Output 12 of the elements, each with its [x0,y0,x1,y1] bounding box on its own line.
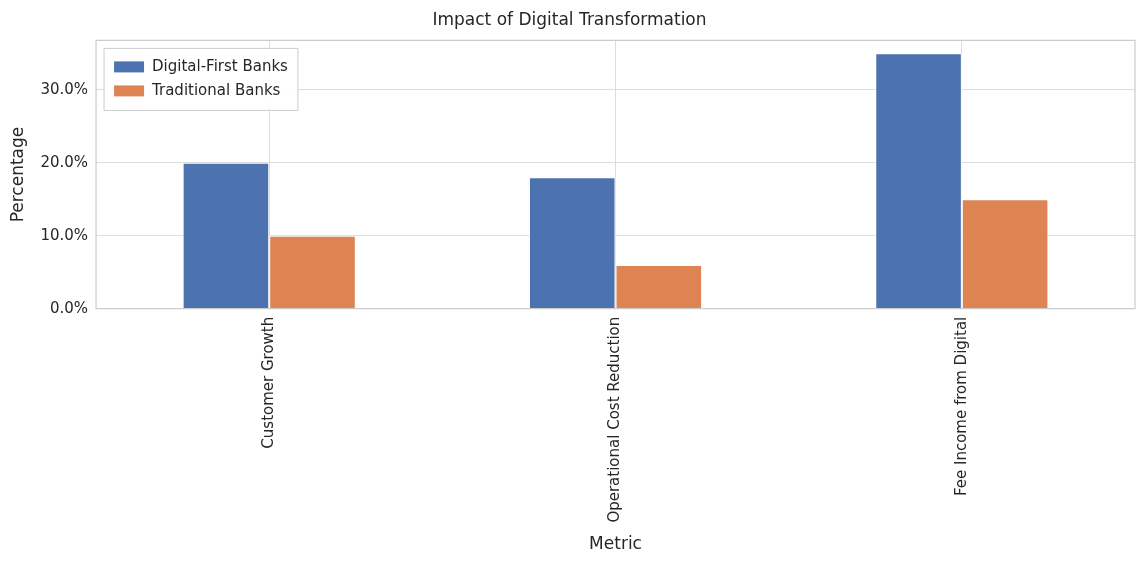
x-tick-label: Operational Cost Reduction [605,316,624,523]
legend-label: Traditional Banks [151,81,281,100]
legend-label: Digital-First Banks [152,57,289,76]
y-axis-title: Percentage [6,126,27,223]
x-tick-label: Fee Income from Digital [951,316,970,497]
y-tick-label: 10.0% [40,225,89,244]
x-tick-label: Customer Growth [259,316,278,449]
y-tick-label: 30.0% [40,79,89,98]
y-tick-label: 0.0% [49,298,89,317]
y-tick-label: 20.0% [40,152,89,171]
chart-title: Impact of Digital Transformation [432,8,707,29]
x-axis-title: Metric [589,533,642,554]
